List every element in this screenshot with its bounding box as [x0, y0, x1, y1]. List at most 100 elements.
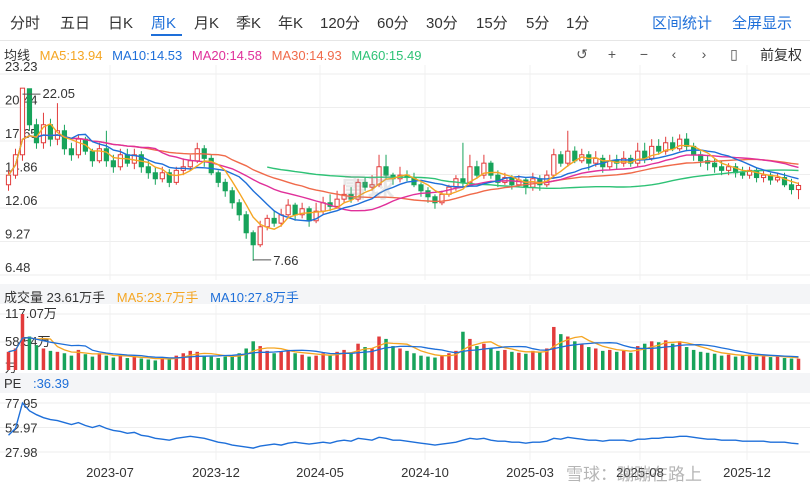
volume-bar — [475, 346, 479, 370]
volume-bar — [76, 349, 81, 370]
candle-body — [502, 177, 508, 183]
volume-legend: 成交量 23.61万手 MA5:23.7万手 MA10:27.8万手 — [4, 287, 307, 306]
candle-body — [369, 184, 375, 188]
ma60-label: MA60:15.49 — [351, 48, 422, 63]
volume-bar — [733, 356, 738, 370]
volume-bar — [677, 341, 682, 370]
watermark-logo: 雪球 — [342, 173, 395, 203]
volume-bar — [293, 353, 297, 370]
undo-icon[interactable]: ↺ — [576, 46, 588, 62]
tab-60min[interactable]: 60分 — [377, 15, 409, 32]
candle-body — [467, 166, 473, 183]
volume-bar — [356, 343, 360, 370]
candle-body — [341, 193, 347, 200]
next-icon[interactable]: › — [701, 46, 707, 62]
candle-body — [488, 162, 494, 176]
volume-bar — [97, 353, 102, 370]
volume-bar — [614, 351, 619, 370]
tab-week-k[interactable]: 周K — [151, 15, 177, 32]
volume-bar — [272, 353, 276, 370]
pe-line — [8, 401, 799, 449]
volume-bar — [782, 358, 787, 370]
pe-value: :36.39 — [32, 376, 70, 391]
candle-body — [746, 169, 753, 176]
volume-bar — [447, 353, 451, 370]
volume-bar — [384, 338, 388, 370]
volume-bar — [573, 341, 577, 370]
volume-bar — [663, 340, 668, 370]
ma-legend-title: 均线 — [4, 48, 31, 63]
candle-body — [774, 177, 781, 181]
volume-bar — [754, 356, 759, 370]
volume-bar — [698, 351, 703, 370]
volume-bar — [517, 352, 521, 370]
zoom-in-icon[interactable]: + — [607, 46, 617, 62]
candle-body — [712, 162, 718, 168]
volume-bar — [524, 353, 528, 370]
volume-bar — [27, 336, 32, 370]
volume-bar — [405, 350, 409, 370]
volume-bar — [496, 350, 500, 370]
candle-body — [383, 166, 389, 176]
tab-wuri[interactable]: 五日 — [60, 15, 91, 32]
tab-month-k[interactable]: 月K — [194, 15, 220, 32]
tab-5min[interactable]: 5分 — [526, 15, 550, 32]
volume-bar — [489, 348, 493, 370]
tab-15min[interactable]: 15分 — [476, 15, 508, 32]
prev-icon[interactable]: ‹ — [671, 46, 677, 62]
volume-header-band — [0, 284, 810, 304]
candle-body — [103, 148, 109, 162]
candle-body — [677, 138, 683, 150]
interval-stats-link[interactable]: 区间统计 — [652, 15, 713, 32]
price-tick-label: 12.06 — [5, 193, 38, 208]
candle-body — [285, 204, 291, 216]
candle-body — [159, 172, 165, 180]
candle-icon[interactable]: ▯ — [730, 46, 738, 62]
zoom-out-icon[interactable]: − — [639, 46, 649, 62]
volume-ma5-label: MA5:23.7万手 — [116, 290, 199, 305]
volume-bar — [545, 348, 549, 370]
volume-bar — [587, 347, 591, 370]
volume-bar — [635, 346, 640, 370]
tab-30min[interactable]: 30分 — [426, 15, 458, 32]
volume-bar — [62, 353, 67, 370]
candle-body — [306, 208, 312, 222]
tab-1min[interactable]: 1分 — [566, 15, 590, 32]
candle-body — [788, 184, 795, 191]
volume-bar — [726, 354, 731, 370]
adjust-mode-button[interactable]: 前复权 — [760, 47, 802, 63]
tab-day-k[interactable]: 日K — [108, 15, 134, 32]
volume-bar — [146, 359, 151, 370]
candle-body — [117, 154, 123, 168]
volume-bar — [195, 351, 200, 370]
candle-body — [355, 181, 361, 200]
pe-header-band — [0, 373, 810, 393]
candle-body — [40, 124, 47, 144]
tab-120min[interactable]: 120分 — [320, 15, 361, 32]
price-tick-label: 23.23 — [5, 59, 38, 74]
candle-body — [68, 148, 75, 156]
tab-fenshi[interactable]: 分时 — [10, 15, 41, 32]
x-tick-label: 2024-10 — [401, 465, 449, 480]
volume-bar — [216, 358, 220, 370]
volume-ma10-label: MA10:27.8万手 — [210, 290, 299, 305]
fullscreen-link[interactable]: 全屏显示 — [732, 15, 793, 32]
pe-legend: PE :36.39 — [4, 376, 77, 391]
volume-bar — [41, 348, 46, 370]
volume-bar — [167, 358, 172, 370]
volume-bar — [768, 357, 773, 370]
tab-quarter-k[interactable]: 季K — [236, 15, 262, 32]
tab-year-k[interactable]: 年K — [278, 15, 304, 32]
high-annotation-label: 22.05 — [42, 86, 75, 101]
ma10-line — [7, 133, 799, 222]
volume-bar — [719, 355, 724, 370]
volume-bar — [90, 356, 95, 370]
price-tick-label: 6.48 — [5, 260, 30, 275]
candle-body — [572, 150, 578, 162]
volume-bar — [300, 354, 304, 370]
ma5-label: MA5:13.94 — [39, 48, 103, 63]
volume-bar — [223, 356, 227, 370]
x-tick-label: 2025-08 — [616, 465, 664, 480]
volume-bar — [174, 355, 179, 370]
